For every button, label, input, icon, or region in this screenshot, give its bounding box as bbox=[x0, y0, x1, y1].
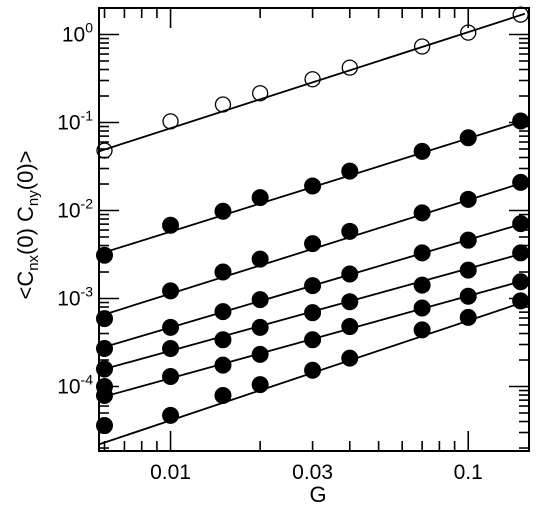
data-point-series-2 bbox=[96, 246, 114, 264]
x-tick-label: 0.01 bbox=[150, 461, 191, 484]
data-point-series-2 bbox=[304, 177, 322, 195]
data-point-series-4 bbox=[413, 244, 431, 262]
x-tick-label: 0.03 bbox=[292, 461, 333, 484]
data-point-series-7 bbox=[512, 292, 530, 310]
data-point-series-4 bbox=[251, 291, 269, 309]
data-point-series-2 bbox=[459, 129, 477, 147]
data-point-series-3 bbox=[341, 222, 359, 240]
data-point-series-1 bbox=[512, 6, 529, 23]
data-point-series-2 bbox=[512, 112, 530, 130]
x-tick-labels: 0.01 0.03 0.1 bbox=[150, 461, 483, 484]
data-point-series-5 bbox=[214, 331, 232, 349]
data-point-series-5 bbox=[162, 340, 180, 358]
data-point-series-3 bbox=[214, 263, 232, 281]
data-point-series-6 bbox=[512, 273, 530, 291]
y-tick-label: 10-1 bbox=[57, 107, 93, 134]
x-axis-label: G bbox=[309, 482, 326, 507]
y-axis-label: <Cnx(0) Cny(0)> bbox=[13, 150, 42, 299]
data-point-series-1 bbox=[460, 24, 477, 41]
data-point-series-7 bbox=[413, 321, 431, 339]
data-point-series-6 bbox=[341, 318, 359, 336]
data-point-series-4 bbox=[162, 318, 180, 336]
data-point-series-1 bbox=[413, 38, 431, 55]
x-tick-label: 0.1 bbox=[454, 461, 483, 484]
data-point-series-7 bbox=[214, 387, 232, 405]
data-point-series-7 bbox=[341, 349, 359, 367]
data-point-series-4 bbox=[459, 231, 477, 249]
data-point-series-7 bbox=[96, 387, 114, 405]
data-point-series-5 bbox=[304, 304, 322, 322]
data-point-series-4 bbox=[214, 303, 232, 321]
data-point-series-5 bbox=[459, 261, 477, 279]
data-point-series-4 bbox=[512, 215, 530, 233]
data-point-series-2 bbox=[413, 142, 431, 160]
data-point-series-7 bbox=[251, 376, 269, 394]
data-point-series-4 bbox=[96, 340, 114, 358]
y-tick-label: 10-4 bbox=[57, 372, 93, 399]
data-point-series-3 bbox=[304, 235, 322, 253]
data-point-series-2 bbox=[214, 202, 232, 220]
data-point-series-1 bbox=[252, 85, 269, 102]
data-point-series-1 bbox=[214, 96, 232, 113]
data-point-series-3 bbox=[459, 190, 477, 208]
data-point-series-1 bbox=[162, 113, 179, 130]
data-point-series-1 bbox=[96, 142, 113, 159]
data-point-series-3 bbox=[251, 250, 269, 268]
data-point-series-7 bbox=[459, 308, 477, 326]
data-point-series-4 bbox=[341, 265, 359, 283]
y-tick-labels: 100 10-1 10-2 10-3 10-4 bbox=[57, 19, 93, 398]
data-point-series-5 bbox=[512, 244, 530, 262]
data-point-series-1 bbox=[341, 59, 358, 76]
data-markers bbox=[96, 6, 530, 435]
data-point-series-7 bbox=[304, 361, 322, 379]
data-point-series-5 bbox=[96, 360, 114, 378]
data-point-series-6 bbox=[413, 299, 431, 317]
data-point-series-2 bbox=[341, 162, 359, 180]
data-point-series-1 bbox=[304, 71, 321, 88]
data-point-series-2 bbox=[251, 189, 269, 207]
data-point-series-5 bbox=[251, 318, 269, 336]
y-tick-label: 10-3 bbox=[57, 284, 93, 311]
data-point-series-5 bbox=[341, 293, 359, 311]
data-point-series-7 bbox=[162, 406, 180, 424]
data-point-series-3 bbox=[512, 173, 530, 191]
data-point-series-5 bbox=[413, 276, 431, 294]
data-point-series-6 bbox=[251, 345, 269, 363]
y-tick-label: 10-2 bbox=[57, 196, 93, 223]
y-tick-label: 100 bbox=[62, 19, 93, 46]
data-point-series-6 bbox=[214, 356, 232, 374]
data-point-series-4 bbox=[304, 277, 322, 295]
data-point-series-3 bbox=[162, 282, 180, 300]
data-point-series-6 bbox=[304, 331, 322, 349]
data-point-series-3 bbox=[96, 310, 114, 328]
data-point-series-3 bbox=[413, 204, 431, 222]
data-point-series-2 bbox=[162, 216, 180, 234]
data-point-series-6 bbox=[162, 367, 180, 385]
data-point-series-8 bbox=[96, 417, 114, 435]
data-point-series-6 bbox=[459, 287, 477, 305]
